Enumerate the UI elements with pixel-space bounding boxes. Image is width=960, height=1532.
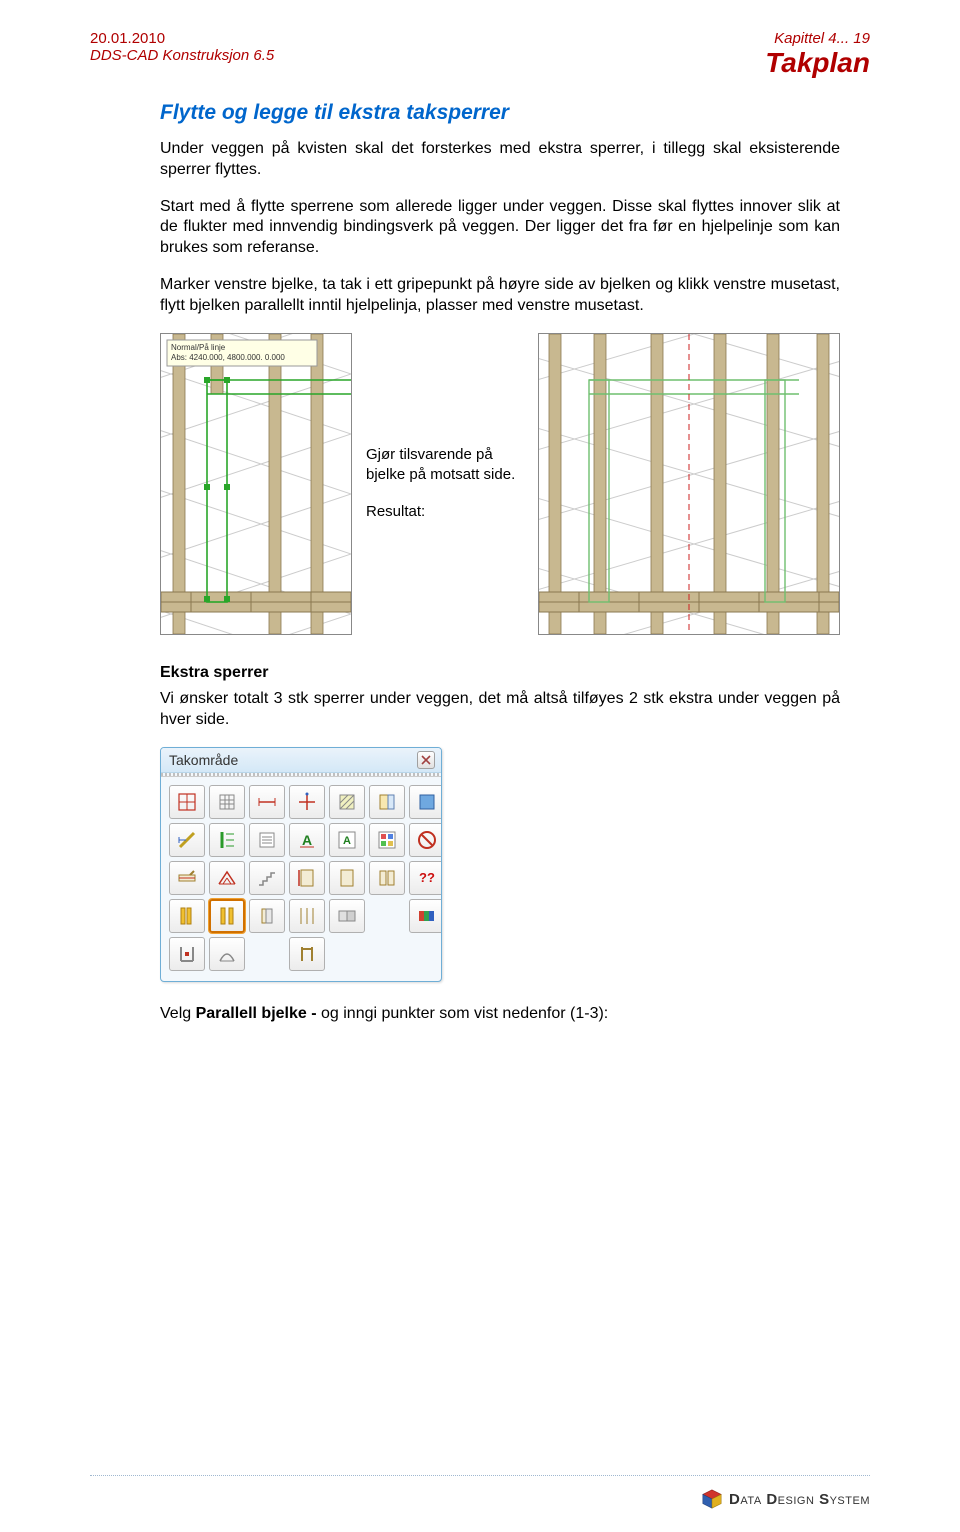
- toolbox-btn-beam-red[interactable]: [169, 861, 205, 895]
- header-chapter: Kapittel 4... 19: [765, 30, 870, 47]
- toolbox-btn-cancel[interactable]: [409, 823, 442, 857]
- toolbox-btn-truss[interactable]: [209, 861, 245, 895]
- result-label: Resultat:: [366, 502, 524, 522]
- header-date: 20.01.2010: [90, 30, 274, 47]
- toolbox-titlebar[interactable]: Takområde: [161, 748, 441, 773]
- dim-horiz-icon: [256, 791, 278, 813]
- toolbox-btn-grid-small[interactable]: [209, 785, 245, 819]
- section-heading: Flytte og legge til ekstra taksperrer: [160, 101, 840, 125]
- bars-yellow-icon: [176, 905, 198, 927]
- toolbox-title: Takområde: [169, 752, 238, 768]
- list-icon: [256, 829, 278, 851]
- footer-separator: [90, 1475, 870, 1476]
- toolbox-btn-split[interactable]: [369, 861, 405, 895]
- close-icon: [421, 755, 431, 765]
- a-box-icon: A: [336, 829, 358, 851]
- cube-icon: [701, 1488, 723, 1510]
- toolbox-btn-a-box[interactable]: A: [329, 823, 365, 857]
- beam-red-icon: [176, 867, 198, 889]
- paragraph-3: Marker venstre bjelke, ta tak i ett grip…: [160, 275, 840, 317]
- blue-square-icon: [416, 791, 438, 813]
- join-small-icon: [256, 905, 278, 927]
- stairs-icon: [256, 867, 278, 889]
- gate-icon: [296, 943, 318, 965]
- svg-text:A: A: [343, 835, 351, 847]
- toolbox-btn-dim-horiz[interactable]: [249, 785, 285, 819]
- final-instruction: Velg Parallell bjelke - og inngi punkter…: [160, 1004, 840, 1025]
- toolbox-btn-join[interactable]: [369, 785, 405, 819]
- toolbox-btn-parallel-beam[interactable]: [209, 899, 245, 933]
- panel-red-icon: [296, 867, 318, 889]
- toolbox-grid: A A??: [161, 777, 441, 981]
- extra-sperrer-block: Ekstra sperrer Vi ønsker totalt 3 stk sp…: [160, 663, 840, 731]
- page-header: 20.01.2010 DDS-CAD Konstruksjon 6.5 Kapi…: [90, 30, 870, 79]
- toolbox-btn-stairs[interactable]: [249, 861, 285, 895]
- fig-tooltip-line1: Normal/På linje: [171, 343, 226, 352]
- toolbox-btn-clamp[interactable]: [169, 937, 205, 971]
- box-hatch-icon: [336, 791, 358, 813]
- paragraph-1: Under veggen på kvisten skal det forster…: [160, 139, 840, 181]
- content-area: Flytte og legge til ekstra taksperrer Un…: [160, 101, 840, 1025]
- header-doc-title: Takplan: [765, 47, 870, 79]
- toolbox-btn-pencil-dim[interactable]: [169, 823, 205, 857]
- toolbox-btn-grid-red[interactable]: [169, 785, 205, 819]
- footer-brand: Data Design System: [729, 1491, 870, 1508]
- svg-text:A: A: [302, 832, 312, 848]
- toolbox-btn-panel-red[interactable]: [289, 861, 325, 895]
- toolbox-btn-blue-square[interactable]: [409, 785, 442, 819]
- mid-text-body: Gjør tilsvarende på bjelke på motsatt si…: [366, 445, 524, 486]
- toolbox-btn-gate[interactable]: [289, 937, 325, 971]
- toolbox-btn-colors3[interactable]: [409, 899, 442, 933]
- arch-icon: [216, 943, 238, 965]
- figure-right: [538, 333, 840, 635]
- svg-text:??: ??: [419, 870, 435, 885]
- cancel-icon: [416, 829, 438, 851]
- toolbox-btn-join-gray[interactable]: [329, 899, 365, 933]
- join-gray-icon: [336, 905, 358, 927]
- toolbox-panel: Takområde A A??: [160, 747, 442, 982]
- qq-icon: ??: [416, 867, 438, 889]
- header-right: Kapittel 4... 19 Takplan: [765, 30, 870, 79]
- pencil-dim-icon: [176, 829, 198, 851]
- join-icon: [376, 791, 398, 813]
- toolbox-btn-bars-yellow[interactable]: [169, 899, 205, 933]
- figure-left: Normal/På linje Abs: 4240.000, 4800.000.…: [160, 333, 352, 635]
- footer-logo: Data Design System: [701, 1488, 870, 1510]
- toolbox-btn-list[interactable]: [249, 823, 285, 857]
- header-product: DDS-CAD Konstruksjon 6.5: [90, 47, 274, 64]
- toolbox-btn-qq[interactable]: ??: [409, 861, 442, 895]
- truss-icon: [216, 867, 238, 889]
- toolbox-btn-align-green[interactable]: [209, 823, 245, 857]
- toolbox-btn-panel[interactable]: [329, 861, 365, 895]
- cross-icon: [296, 791, 318, 813]
- final-bold: Parallell bjelke -: [196, 1005, 317, 1022]
- toolbox-btn-grid3[interactable]: [289, 899, 325, 933]
- figure-row: Normal/På linje Abs: 4240.000, 4800.000.…: [160, 333, 840, 635]
- toolbox-btn-cross[interactable]: [289, 785, 325, 819]
- split-icon: [376, 867, 398, 889]
- toolbox-btn-arch[interactable]: [209, 937, 245, 971]
- extra-body: Vi ønsker totalt 3 stk sperrer under veg…: [160, 690, 840, 728]
- toolbox-btn-swatch[interactable]: [369, 823, 405, 857]
- grid3-icon: [296, 905, 318, 927]
- align-green-icon: [216, 829, 238, 851]
- swatch-icon: [376, 829, 398, 851]
- panel-icon: [336, 867, 358, 889]
- toolbox-btn-a[interactable]: A: [289, 823, 325, 857]
- grid-red-icon: [176, 791, 198, 813]
- toolbox-btn-box-hatch[interactable]: [329, 785, 365, 819]
- figure-mid-text: Gjør tilsvarende på bjelke på motsatt si…: [352, 445, 538, 522]
- colors3-icon: [416, 905, 438, 927]
- toolbox-btn-join-small[interactable]: [249, 899, 285, 933]
- toolbox-close-button[interactable]: [417, 751, 435, 769]
- paragraph-2: Start med å flytte sperrene som allerede…: [160, 197, 840, 259]
- parallel-beam-icon: [216, 905, 238, 927]
- extra-heading: Ekstra sperrer: [160, 663, 840, 684]
- clamp-icon: [176, 943, 198, 965]
- fig-tooltip-line2: Abs: 4240.000, 4800.000. 0.000: [171, 353, 285, 362]
- header-left: 20.01.2010 DDS-CAD Konstruksjon 6.5: [90, 30, 274, 79]
- grid-small-icon: [216, 791, 238, 813]
- a-icon: A: [296, 829, 318, 851]
